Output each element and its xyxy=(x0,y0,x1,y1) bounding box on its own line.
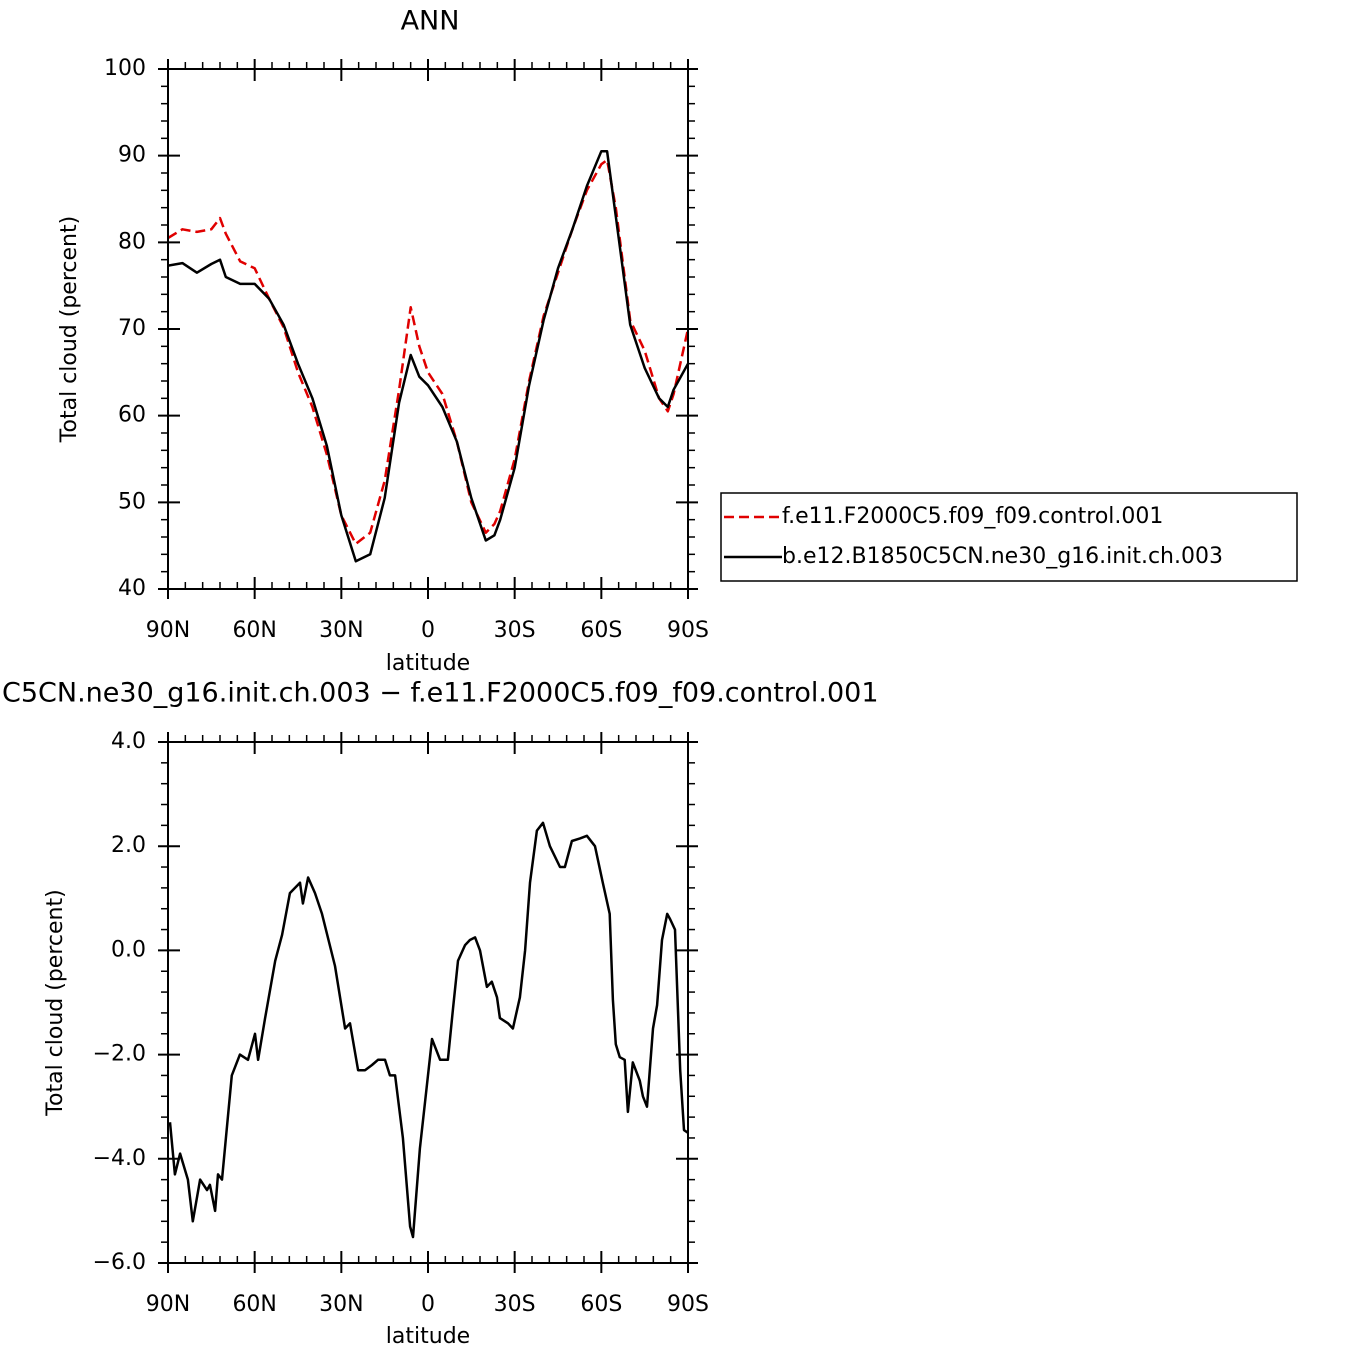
plot-frame xyxy=(167,68,689,590)
y-tick-label: 40 xyxy=(118,576,146,601)
x-tick-label: 30S xyxy=(494,618,536,643)
y-tick-label: −6.0 xyxy=(93,1250,146,1275)
y-tick-label: 90 xyxy=(118,143,146,168)
x-tick-label: 60S xyxy=(580,1292,622,1317)
y-tick-label: 60 xyxy=(118,403,146,428)
x-tick-label: 0 xyxy=(421,1292,435,1317)
x-tick-label: 90N xyxy=(146,618,190,643)
series-line xyxy=(168,150,688,563)
y-tick-label: 100 xyxy=(104,56,146,81)
series-line xyxy=(168,158,688,546)
y-tick-label: −2.0 xyxy=(93,1042,146,1067)
y-tick-label: 0.0 xyxy=(111,937,146,962)
x-tick-label: 30N xyxy=(319,618,363,643)
chart-title: C5CN.ne30_g16.init.ch.003 − f.e11.F2000C… xyxy=(2,678,879,709)
y-tick-label: 70 xyxy=(118,316,146,341)
y-axis-label: Total cloud (percent) xyxy=(57,216,82,443)
legend-label: b.e12.B1850C5CN.ne30_g16.init.ch.003 xyxy=(782,544,1223,569)
x-tick-label: 90S xyxy=(667,618,709,643)
x-tick-label: 60S xyxy=(580,618,622,643)
x-tick-label: 30S xyxy=(494,1292,536,1317)
chart-title: ANN xyxy=(401,6,460,37)
y-tick-label: −4.0 xyxy=(93,1146,146,1171)
x-tick-label: 60N xyxy=(232,1292,276,1317)
y-tick-label: 80 xyxy=(118,229,146,254)
y-axis-label: Total cloud (percent) xyxy=(43,889,68,1116)
x-axis-label: latitude xyxy=(386,1324,470,1349)
legend-label: f.e11.F2000C5.f09_f09.control.001 xyxy=(782,504,1163,529)
x-axis-label: latitude xyxy=(386,651,470,676)
y-tick-label: 4.0 xyxy=(111,729,146,754)
x-tick-label: 90S xyxy=(667,1292,709,1317)
legend-box xyxy=(720,492,1298,582)
y-tick-label: 2.0 xyxy=(111,833,146,858)
x-tick-label: 60N xyxy=(232,618,276,643)
x-tick-label: 30N xyxy=(319,1292,363,1317)
series-line xyxy=(168,821,688,1239)
y-tick-label: 50 xyxy=(118,489,146,514)
x-tick-label: 90N xyxy=(146,1292,190,1317)
x-tick-label: 0 xyxy=(421,618,435,643)
plot-frame xyxy=(167,741,689,1264)
